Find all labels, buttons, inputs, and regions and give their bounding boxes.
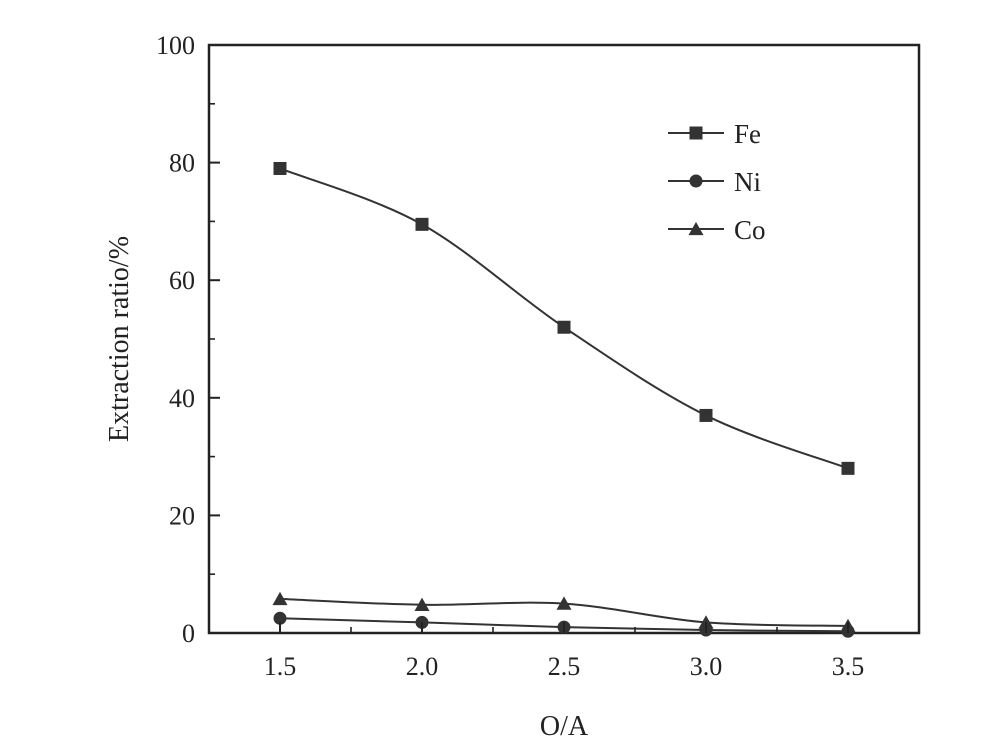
y-axis-ticks [209, 44, 220, 634]
y-tick-label: 100 [156, 31, 195, 60]
y-tick-label: 0 [182, 619, 195, 648]
x-tick-label: 2.0 [406, 652, 439, 681]
data-point-co [272, 591, 288, 606]
legend-label-co: Co [734, 215, 766, 245]
data-point-fe [415, 217, 429, 231]
data-point-co [414, 597, 430, 611]
data-point-co [698, 615, 714, 629]
plot-frame [207, 43, 921, 635]
legend-marker-ni [689, 174, 703, 188]
legend-label-ni: Ni [734, 167, 761, 197]
x-tick-label: 3.0 [690, 652, 723, 681]
data-point-fe [273, 161, 287, 175]
legend-item-fe: Fe [668, 119, 761, 149]
data-point-fe [841, 461, 855, 475]
y-axis-tick-labels: 0 20 40 60 80 100 [156, 31, 195, 648]
data-point-ni [273, 611, 287, 625]
x-tick-label: 1.5 [264, 652, 297, 681]
plot-area [207, 43, 921, 638]
data-point-fe [557, 320, 571, 334]
x-axis-title: O/A [540, 711, 589, 742]
data-point-co [556, 596, 572, 610]
y-axis-title: Extraction ratio/% [104, 236, 135, 442]
series-markers [272, 161, 856, 638]
x-tick-label: 3.5 [832, 652, 865, 681]
data-point-fe [699, 408, 713, 422]
y-tick-label: 40 [169, 384, 195, 413]
y-tick-label: 20 [169, 501, 195, 530]
series-line-fe [279, 167, 849, 470]
legend: Fe Ni Co [668, 119, 766, 245]
legend-item-co: Co [668, 215, 766, 245]
y-tick-label: 60 [169, 266, 195, 295]
legend-marker-co [688, 221, 704, 236]
legend-item-ni: Ni [668, 167, 761, 197]
y-tick-label: 80 [169, 149, 195, 178]
x-tick-label: 2.5 [548, 652, 581, 681]
x-axis-tick-labels: 1.5 2.0 2.5 3.0 3.5 [264, 652, 865, 681]
x-axis-ticks [208, 622, 920, 633]
legend-label-fe: Fe [734, 119, 761, 149]
legend-marker-fe [689, 126, 703, 140]
